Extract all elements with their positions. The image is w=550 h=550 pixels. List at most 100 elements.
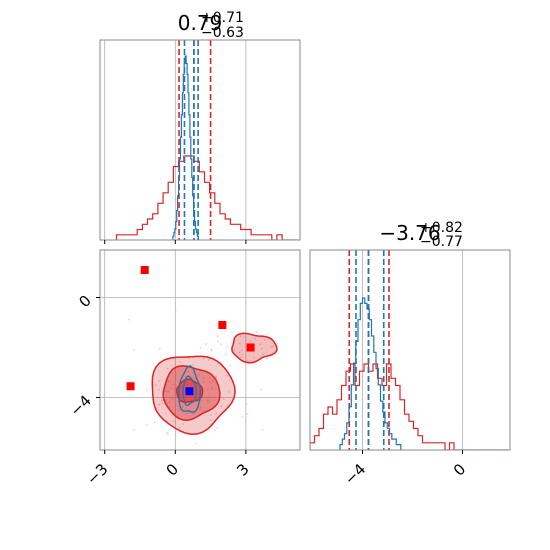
scatter-point [188, 371, 191, 373]
grid-lines [362, 250, 463, 450]
panel-frame [309, 249, 511, 451]
scatter-point [207, 396, 210, 398]
scatter-point [154, 384, 157, 387]
scatter-point [207, 359, 210, 361]
scatter-point [209, 381, 211, 384]
scatter-point [262, 353, 264, 356]
scatter-point [167, 432, 170, 435]
scatter-point [253, 356, 256, 359]
scatter-point [191, 376, 194, 379]
scatter-point [174, 308, 177, 311]
x-tick-label-param1: 0 [450, 460, 469, 479]
scatter-point [205, 369, 208, 372]
title-param1-value: −3.76 [379, 221, 440, 245]
scatter-point [153, 421, 156, 423]
scatter-point [239, 335, 242, 338]
scatter-point [209, 419, 212, 422]
scatter-point [245, 403, 248, 405]
scatter-point [199, 408, 202, 411]
title-param1-plus: +0.82 [420, 220, 463, 236]
x-tick-label-param1: −4 [341, 460, 369, 488]
scatter-point [171, 383, 174, 386]
marginal-panel-param0: 0.79 +0.71 −0.63 [99, 10, 301, 244]
scatter-point [254, 337, 257, 340]
scatter-point [202, 357, 205, 360]
scatter-point [261, 429, 264, 431]
scatter-point [241, 354, 244, 357]
marker-square [140, 266, 149, 274]
scatter-point [168, 400, 171, 403]
scatter-point [216, 335, 219, 338]
scatter-point [206, 388, 209, 391]
scatter-point [173, 388, 176, 391]
scatter-point [225, 353, 227, 356]
scatter-point [198, 373, 201, 376]
scatter-point [272, 345, 275, 348]
marker-square [218, 321, 227, 329]
scatter-point [246, 360, 249, 363]
scatter-point [201, 409, 204, 412]
scatter-point [238, 342, 241, 345]
y-tick-label-param1: −4 [66, 392, 94, 420]
scatter-point [158, 380, 160, 382]
scatter-point [244, 420, 247, 423]
scatter-point [259, 343, 262, 346]
scatter-point [229, 364, 232, 367]
scatter-point [161, 402, 164, 405]
scatter-point [226, 404, 228, 407]
scatter-point [158, 347, 161, 350]
scatter-point [178, 409, 181, 412]
scatter-point [203, 376, 205, 379]
scatter-point [220, 405, 223, 407]
title-param0-value: 0.79 [178, 11, 223, 35]
scatter-point [215, 375, 218, 378]
grid-lines [104, 40, 247, 240]
scatter-point [171, 397, 174, 400]
scatter-point [211, 388, 214, 391]
scatter-point [246, 413, 249, 416]
scatter-point [157, 389, 160, 391]
scatter-point [195, 442, 198, 445]
histogram-param1-series0 [310, 363, 508, 450]
scatter-point [160, 399, 163, 402]
contour-blue-level [182, 375, 197, 407]
scatter-point [210, 414, 213, 416]
scatter-point [228, 391, 230, 393]
scatter-point [164, 412, 167, 415]
scatter-point [172, 420, 175, 423]
scatter-point [199, 406, 202, 409]
scatter-point [166, 432, 168, 434]
scatter-point [230, 340, 233, 343]
scatter-point [170, 387, 172, 390]
scatter-point [211, 386, 214, 389]
scatter-point [185, 406, 187, 409]
scatter-point [133, 429, 136, 432]
scatter-point [127, 318, 130, 321]
scatter-point [167, 389, 170, 392]
marker-square [185, 387, 194, 396]
x-tick-label-param0: 0 [163, 460, 182, 479]
scatter-point [213, 429, 216, 431]
scatter-point [215, 412, 218, 415]
scatter-point [166, 367, 169, 370]
scatter-point [217, 340, 219, 343]
scatter-point [158, 403, 161, 406]
scatter-point [164, 390, 167, 393]
scatter-point [216, 426, 219, 429]
scatter-point [270, 346, 273, 348]
scatter-point [233, 349, 236, 352]
panel-frame [99, 39, 301, 241]
title-param1-minus: −0.77 [420, 234, 463, 250]
scatter-point [266, 357, 268, 360]
scatter-point [178, 426, 181, 429]
scatter-point [266, 333, 268, 336]
joint-panel: −3 0 3 −4 0 [66, 249, 301, 488]
scatter-point [239, 356, 242, 359]
histogram-param0-series0 [115, 155, 298, 240]
panel-frame [99, 249, 301, 451]
scatter-point [133, 348, 136, 351]
scatter-point [241, 415, 244, 418]
x-tick-label-param0: −3 [83, 460, 111, 488]
scatter-point [202, 381, 205, 384]
